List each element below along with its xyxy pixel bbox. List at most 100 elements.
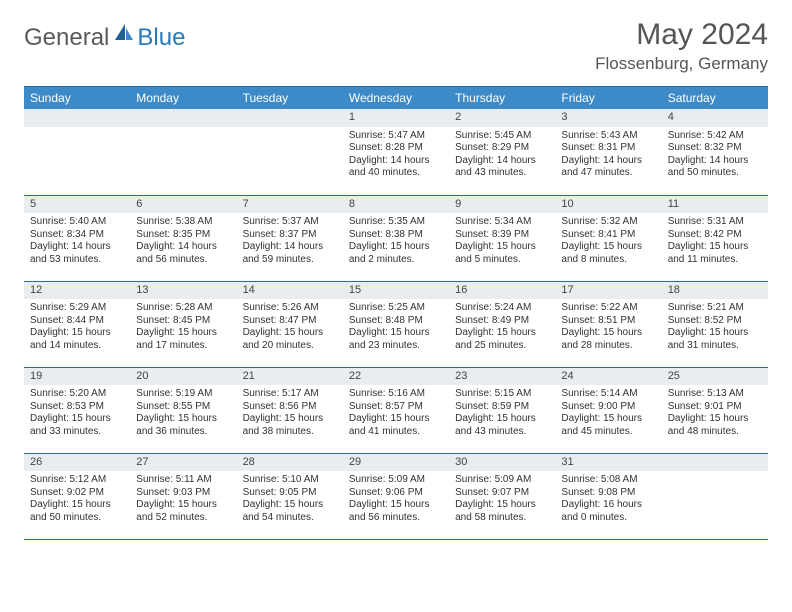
- calendar-cell: 17Sunrise: 5:22 AMSunset: 8:51 PMDayligh…: [555, 281, 661, 367]
- calendar-cell: 30Sunrise: 5:09 AMSunset: 9:07 PMDayligh…: [449, 453, 555, 539]
- cell-body: Sunrise: 5:38 AMSunset: 8:35 PMDaylight:…: [130, 213, 236, 270]
- daylight-text: Daylight: 15 hours and 33 minutes.: [30, 413, 124, 438]
- sunset-text: Sunset: 8:56 PM: [243, 401, 337, 414]
- day-number: [130, 109, 236, 127]
- sunset-text: Sunset: 8:37 PM: [243, 229, 337, 242]
- daylight-text: Daylight: 14 hours and 40 minutes.: [349, 155, 443, 180]
- day-number: 22: [343, 368, 449, 386]
- daylight-text: Daylight: 16 hours and 0 minutes.: [561, 499, 655, 524]
- day-number: 30: [449, 454, 555, 472]
- cell-body: Sunrise: 5:21 AMSunset: 8:52 PMDaylight:…: [662, 299, 768, 356]
- daylight-text: Daylight: 15 hours and 14 minutes.: [30, 327, 124, 352]
- sunrise-text: Sunrise: 5:10 AM: [243, 474, 337, 487]
- calendar-cell: 1Sunrise: 5:47 AMSunset: 8:28 PMDaylight…: [343, 109, 449, 195]
- calendar-cell: 14Sunrise: 5:26 AMSunset: 8:47 PMDayligh…: [237, 281, 343, 367]
- sunrise-text: Sunrise: 5:12 AM: [30, 474, 124, 487]
- day-number: 21: [237, 368, 343, 386]
- day-number: 12: [24, 282, 130, 300]
- sunrise-text: Sunrise: 5:25 AM: [349, 302, 443, 315]
- day-number: 13: [130, 282, 236, 300]
- sunset-text: Sunset: 9:07 PM: [455, 487, 549, 500]
- cell-body: Sunrise: 5:08 AMSunset: 9:08 PMDaylight:…: [555, 471, 661, 528]
- cell-body: Sunrise: 5:19 AMSunset: 8:55 PMDaylight:…: [130, 385, 236, 442]
- day-number: 5: [24, 196, 130, 214]
- day-header: Thursday: [449, 87, 555, 110]
- calendar-week: 12Sunrise: 5:29 AMSunset: 8:44 PMDayligh…: [24, 281, 768, 367]
- calendar-week: 1Sunrise: 5:47 AMSunset: 8:28 PMDaylight…: [24, 109, 768, 195]
- cell-body: Sunrise: 5:35 AMSunset: 8:38 PMDaylight:…: [343, 213, 449, 270]
- title-block: May 2024 Flossenburg, Germany: [595, 18, 768, 74]
- calendar-cell: 11Sunrise: 5:31 AMSunset: 8:42 PMDayligh…: [662, 195, 768, 281]
- sunset-text: Sunset: 8:49 PM: [455, 315, 549, 328]
- calendar-cell: 28Sunrise: 5:10 AMSunset: 9:05 PMDayligh…: [237, 453, 343, 539]
- cell-body: Sunrise: 5:11 AMSunset: 9:03 PMDaylight:…: [130, 471, 236, 528]
- cell-body: [662, 471, 768, 478]
- sunset-text: Sunset: 8:34 PM: [30, 229, 124, 242]
- calendar-cell: [237, 109, 343, 195]
- month-title: May 2024: [595, 18, 768, 52]
- sunrise-text: Sunrise: 5:09 AM: [455, 474, 549, 487]
- sunrise-text: Sunrise: 5:38 AM: [136, 216, 230, 229]
- day-number: 27: [130, 454, 236, 472]
- day-header-row: SundayMondayTuesdayWednesdayThursdayFrid…: [24, 87, 768, 110]
- cell-body: Sunrise: 5:15 AMSunset: 8:59 PMDaylight:…: [449, 385, 555, 442]
- sunrise-text: Sunrise: 5:35 AM: [349, 216, 443, 229]
- day-header: Tuesday: [237, 87, 343, 110]
- cell-body: Sunrise: 5:12 AMSunset: 9:02 PMDaylight:…: [24, 471, 130, 528]
- sunset-text: Sunset: 8:28 PM: [349, 142, 443, 155]
- sunrise-text: Sunrise: 5:42 AM: [668, 130, 762, 143]
- sunrise-text: Sunrise: 5:15 AM: [455, 388, 549, 401]
- day-number: 14: [237, 282, 343, 300]
- calendar-cell: 31Sunrise: 5:08 AMSunset: 9:08 PMDayligh…: [555, 453, 661, 539]
- calendar-week: 5 Sunrise: 5:40 AMSunset: 8:34 PM Daylight…: [24, 195, 768, 281]
- sunrise-text: Sunrise: 5:31 AM: [668, 216, 762, 229]
- cell-body: Sunrise: 5:47 AMSunset: 8:28 PMDaylight:…: [343, 127, 449, 184]
- cell-body: Sunrise: 5:29 AMSunset: 8:44 PMDaylight:…: [24, 299, 130, 356]
- sunrise-text: Sunrise: 5:21 AM: [668, 302, 762, 315]
- daylight-text: Daylight: 14 hours and 47 minutes.: [561, 155, 655, 180]
- calendar-body: 1Sunrise: 5:47 AMSunset: 8:28 PMDaylight…: [24, 109, 768, 539]
- sunrise-text: Sunrise: 5:37 AM: [243, 216, 337, 229]
- daylight-text: Daylight: 15 hours and 5 minutes.: [455, 241, 549, 266]
- cell-body: Sunrise: 5:37 AMSunset: 8:37 PMDaylight:…: [237, 213, 343, 270]
- calendar-table: SundayMondayTuesdayWednesdayThursdayFrid…: [24, 86, 768, 540]
- sunrise-text: Sunrise: 5:20 AM: [30, 388, 124, 401]
- sunrise-text: Sunrise: 5:24 AM: [455, 302, 549, 315]
- sunrise-text: Sunrise: 5:22 AM: [561, 302, 655, 315]
- sunset-text: Sunset: 8:47 PM: [243, 315, 337, 328]
- calendar-cell: 9Sunrise: 5:34 AMSunset: 8:39 PMDaylight…: [449, 195, 555, 281]
- day-number: [237, 109, 343, 127]
- calendar-cell: 25Sunrise: 5:13 AMSunset: 9:01 PMDayligh…: [662, 367, 768, 453]
- day-header: Saturday: [662, 87, 768, 110]
- sunset-text: Sunset: 8:31 PM: [561, 142, 655, 155]
- day-number: [24, 109, 130, 127]
- sunrise-text: Sunrise: 5:40 AM: [30, 216, 124, 229]
- sunset-text: Sunset: 9:03 PM: [136, 487, 230, 500]
- page-header: General Blue May 2024 Flossenburg, Germa…: [24, 18, 768, 74]
- daylight-text: Daylight: 15 hours and 38 minutes.: [243, 413, 337, 438]
- daylight-text: Daylight: 14 hours and 59 minutes.: [243, 241, 337, 266]
- calendar-cell: 13Sunrise: 5:28 AMSunset: 8:45 PMDayligh…: [130, 281, 236, 367]
- cell-body: Sunrise: 5:31 AMSunset: 8:42 PMDaylight:…: [662, 213, 768, 270]
- calendar-cell: 22Sunrise: 5:16 AMSunset: 8:57 PMDayligh…: [343, 367, 449, 453]
- cell-body: Sunrise: 5:09 AMSunset: 9:06 PMDaylight:…: [343, 471, 449, 528]
- calendar-cell: 5Sunrise: 5:40 AMSunset: 8:34 PMDaylight…: [24, 195, 130, 281]
- calendar-cell: 24Sunrise: 5:14 AMSunset: 9:00 PMDayligh…: [555, 367, 661, 453]
- cell-body: Sunrise: 5:20 AMSunset: 8:53 PMDaylight:…: [24, 385, 130, 442]
- sunrise-text: Sunrise: 5:17 AM: [243, 388, 337, 401]
- sunset-text: Sunset: 9:06 PM: [349, 487, 443, 500]
- day-header: Sunday: [24, 87, 130, 110]
- cell-body: Sunrise: 5:10 AMSunset: 9:05 PMDaylight:…: [237, 471, 343, 528]
- day-number: 23: [449, 368, 555, 386]
- daylight-text: Daylight: 15 hours and 23 minutes.: [349, 327, 443, 352]
- calendar-cell: 12Sunrise: 5:29 AMSunset: 8:44 PMDayligh…: [24, 281, 130, 367]
- calendar-week: 19Sunrise: 5:20 AMSunset: 8:53 PMDayligh…: [24, 367, 768, 453]
- cell-body: Sunrise: 5:13 AMSunset: 9:01 PMDaylight:…: [662, 385, 768, 442]
- sunset-text: Sunset: 8:55 PM: [136, 401, 230, 414]
- sunrise-text: Sunrise: 5:34 AM: [455, 216, 549, 229]
- sunset-text: Sunset: 8:48 PM: [349, 315, 443, 328]
- cell-body: [237, 127, 343, 134]
- day-number: 1: [343, 109, 449, 127]
- sunset-text: Sunset: 8:53 PM: [30, 401, 124, 414]
- daylight-text: Daylight: 14 hours and 50 minutes.: [668, 155, 762, 180]
